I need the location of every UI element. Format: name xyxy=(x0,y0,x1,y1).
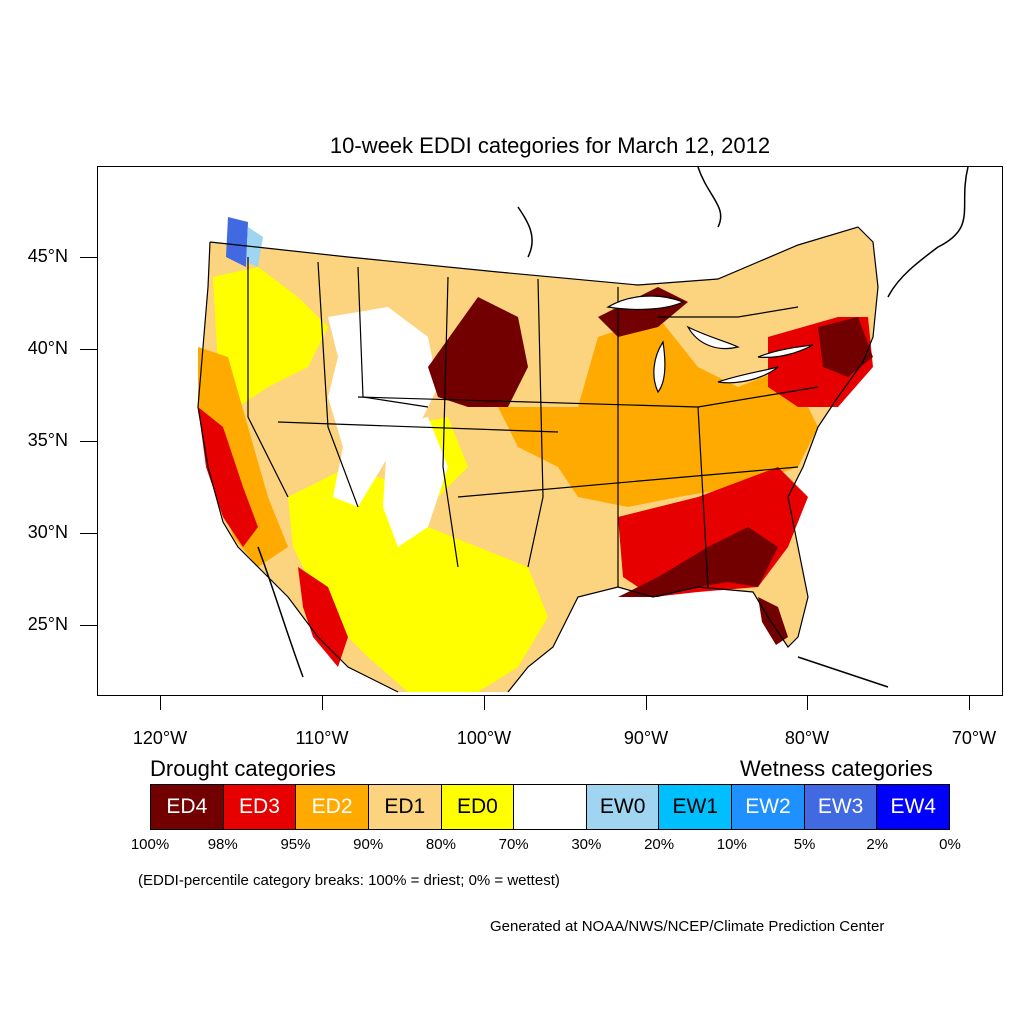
legend-box-ed4: ED4 xyxy=(151,785,224,829)
outer-coastlines xyxy=(257,167,969,688)
legend-box-ed2: ED2 xyxy=(296,785,369,829)
legend-break-label: 30% xyxy=(571,836,602,853)
ed4-northeast-region xyxy=(818,317,873,377)
legend-box-ew1: EW1 xyxy=(659,785,733,829)
ed3-arizona-region xyxy=(298,567,348,667)
legend-break-label: 20% xyxy=(644,836,675,853)
boundaries xyxy=(197,226,879,693)
legend-box-ew4: EW4 xyxy=(877,785,950,829)
eddi-map xyxy=(197,167,969,693)
legend-break-label: 2% xyxy=(866,836,889,853)
ed2-central-region xyxy=(498,317,818,507)
lon-tick-70 xyxy=(969,696,970,710)
legend-break-label: 0% xyxy=(939,836,961,853)
ed2-west-coast-region xyxy=(198,347,288,567)
lon-label-70: 70°W xyxy=(951,728,997,748)
neutral-new-mexico-region xyxy=(383,417,448,547)
map-plot-area xyxy=(97,166,1003,696)
legend-break-label: 80% xyxy=(425,836,456,853)
ed4-northern-plains-region xyxy=(428,297,528,407)
legend-break-label: 98% xyxy=(207,836,238,853)
lat-tick-25 xyxy=(80,625,97,626)
legend-box-ew0: EW0 xyxy=(586,785,660,829)
lon-tick-90 xyxy=(646,696,647,710)
lon-label-100: 100°W xyxy=(456,728,512,748)
legend-box-ed1: ED1 xyxy=(368,785,442,829)
legend-box-neutral xyxy=(514,785,587,829)
legend-break-label: 5% xyxy=(793,836,816,853)
legend-break-label: 70% xyxy=(498,836,529,853)
credit-line: Generated at NOAA/NWS/NCEP/Climate Predi… xyxy=(490,918,885,935)
lat-label-45: 45°N xyxy=(27,246,68,266)
lat-label-25: 25°N xyxy=(27,614,68,634)
legend-break-label: 100% xyxy=(130,836,170,853)
legend-colorbar: ED4 ED3 ED2 ED1 ED0 EW0 EW1 EW2 EW3 EW4 xyxy=(150,784,950,830)
drought-heading: Drought categories xyxy=(150,756,336,781)
legend-break-label: 10% xyxy=(716,836,747,853)
lon-tick-100 xyxy=(484,696,485,710)
lon-tick-80 xyxy=(807,696,808,710)
lat-label-40: 40°N xyxy=(27,338,68,358)
great-lakes xyxy=(606,295,814,394)
ed0-southwest-region xyxy=(288,467,548,692)
legend-box-ew2: EW2 xyxy=(732,785,805,829)
lon-label-110: 110°W xyxy=(295,728,349,748)
category-note: (EDDI-percentile category breaks: 100% =… xyxy=(138,872,560,889)
lon-tick-110 xyxy=(322,696,323,710)
legend-box-ed0: ED0 xyxy=(441,785,515,829)
lat-tick-40 xyxy=(80,349,97,350)
lat-tick-35 xyxy=(80,441,97,442)
lat-label-35: 35°N xyxy=(27,430,68,450)
legend-box-ew3: EW3 xyxy=(804,785,878,829)
ed3-california-region xyxy=(198,407,258,547)
neutral-rockies-region xyxy=(328,307,438,507)
lon-label-90: 90°W xyxy=(623,728,669,748)
ew-washington-region xyxy=(226,217,248,267)
lon-label-80: 80°W xyxy=(784,728,830,748)
map-title: 10-week EDDI categories for March 12, 20… xyxy=(329,133,771,158)
ed0-northwest-region xyxy=(213,267,328,407)
wetness-heading: Wetness categories xyxy=(740,756,933,781)
lon-label-120: 120°W xyxy=(132,728,188,748)
legend-break-label: 95% xyxy=(280,836,311,853)
lon-tick-120 xyxy=(160,696,161,710)
ed4-florida-region xyxy=(758,597,788,645)
legend-box-ed3: ED3 xyxy=(223,785,297,829)
lat-label-30: 30°N xyxy=(27,522,68,542)
lat-tick-30 xyxy=(80,533,97,534)
ed4-gulf-region xyxy=(618,527,778,597)
lat-tick-45 xyxy=(80,257,97,258)
legend-break-label: 90% xyxy=(353,836,384,853)
